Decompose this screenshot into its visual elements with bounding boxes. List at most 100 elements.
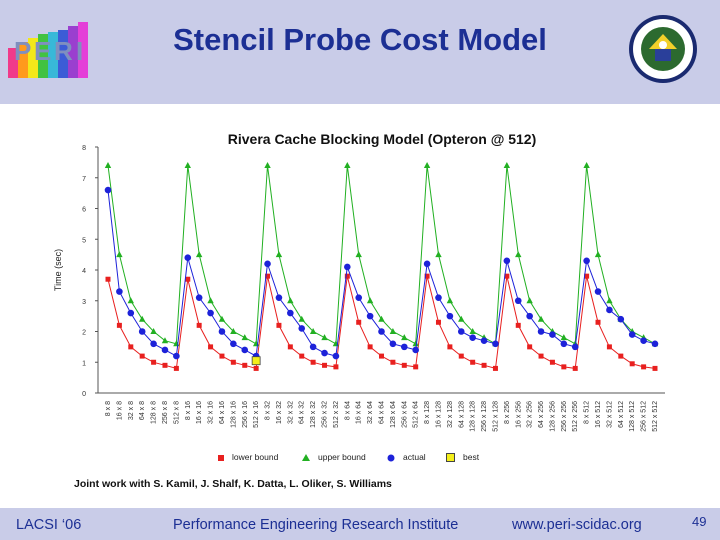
actual-point	[230, 340, 237, 348]
actual-point	[617, 315, 625, 323]
actual-point	[104, 186, 112, 194]
upper-bound-point	[161, 337, 169, 344]
actual-point	[628, 331, 636, 338]
x-tick-label: 8 x 512	[584, 401, 591, 424]
actual-point	[400, 343, 408, 351]
lower-bound-point	[128, 344, 134, 350]
x-tick-label: 512 x 64	[413, 401, 420, 428]
lower-bound-point	[549, 359, 555, 365]
x-tick-label: 32 x 128	[447, 401, 454, 428]
y-tick-label: 1	[82, 360, 86, 367]
x-tick-label: 256 x 32	[322, 401, 329, 428]
x-tick-label: 128 x 32	[310, 401, 317, 428]
actual-point	[594, 288, 602, 295]
x-tick-label: 64 x 32	[299, 401, 306, 424]
x-tick-label: 32 x 16	[208, 401, 215, 424]
lower-bound-point	[105, 276, 111, 282]
logo-bar	[8, 48, 18, 78]
logo-bar	[68, 26, 78, 78]
upper-bound-point	[583, 161, 590, 168]
lower-bound-point	[196, 322, 202, 328]
actual-point	[435, 294, 442, 301]
upper-bound-point	[184, 161, 191, 168]
upper-bound-point	[150, 328, 157, 334]
x-tick-label: 256 x 8	[162, 401, 169, 424]
actual-point	[503, 257, 511, 265]
legend-best-label: best	[463, 452, 480, 462]
upper-bound-point	[594, 251, 602, 258]
actual-point	[640, 337, 647, 345]
chart-title: Rivera Cache Blocking Model (Opteron @ 5…	[228, 131, 537, 147]
x-tick-label: 512 x 8	[173, 401, 180, 424]
upper-bound-point	[275, 251, 283, 258]
x-tick-label: 128 x 64	[390, 401, 397, 428]
slide-title: Stencil Probe Cost Model	[173, 22, 547, 57]
actual-point	[127, 309, 135, 317]
lower-bound-marker-icon	[218, 454, 224, 461]
actual-point	[218, 328, 226, 335]
lower-bound-point	[322, 362, 328, 368]
y-tick-label: 8	[82, 145, 86, 152]
lower-bound-point	[492, 365, 498, 371]
lower-bound-point	[185, 276, 191, 282]
lower-bound-point	[447, 344, 453, 350]
upper-bound-point	[138, 315, 146, 322]
lower-bound-point	[367, 344, 373, 350]
lower-bound-point	[379, 353, 384, 359]
actual-point	[378, 328, 385, 335]
x-tick-label: 32 x 512	[606, 401, 613, 428]
upper-bound-point	[127, 297, 134, 304]
upper-bound-point	[207, 297, 214, 304]
lower-bound-point	[356, 319, 362, 325]
logo-letter: R	[54, 36, 73, 66]
actual-point	[344, 263, 351, 271]
actual-point	[309, 343, 317, 351]
upper-bound-point	[537, 315, 545, 322]
lower-bound-point	[230, 359, 236, 365]
y-axis-label: Time (sec)	[53, 249, 63, 291]
footer-url[interactable]: www.peri-scidac.org	[512, 517, 642, 533]
x-tick-label: 256 x 16	[242, 401, 249, 428]
x-tick-label: 128 x 512	[629, 401, 636, 432]
upper-bound-point	[287, 297, 294, 304]
logo-letter: P	[14, 36, 32, 66]
lower-bound-point	[253, 365, 259, 371]
upper-bound-point	[560, 334, 568, 341]
lower-bound-point	[641, 364, 647, 370]
x-tick-label: 256 x 64	[401, 401, 408, 428]
actual-point	[241, 346, 249, 354]
actual-point	[571, 343, 579, 351]
lower-bound-point	[139, 353, 145, 359]
x-tick-label: 16 x 128	[435, 401, 442, 428]
lower-bound-point	[458, 353, 464, 359]
logo-bar	[78, 22, 88, 78]
y-tick-label: 7	[82, 176, 86, 183]
actual-point	[492, 340, 499, 348]
actual-point	[560, 340, 568, 348]
upper-bound-point	[515, 251, 522, 258]
actual-point	[332, 352, 340, 360]
actual-point	[116, 288, 123, 295]
page-number: 49	[692, 514, 707, 529]
upper-bound-point	[389, 328, 397, 334]
upper-bound-point	[116, 251, 123, 258]
lower-bound-point	[595, 319, 601, 325]
upper-bound-point	[526, 297, 533, 304]
y-tick-label: 5	[82, 237, 86, 244]
lower-bound-point	[390, 359, 396, 365]
y-tick-label: 2	[82, 330, 86, 337]
footer-left: LACSI ‘06	[16, 517, 82, 533]
actual-point	[184, 254, 192, 261]
upper-bound-point	[321, 334, 328, 341]
x-tick-label: 8 x 128	[424, 401, 431, 424]
upper-bound-point	[446, 297, 454, 304]
actual-point	[469, 334, 476, 341]
lower-bound-point	[527, 344, 533, 350]
lower-bound-point	[470, 359, 476, 365]
actual-point	[195, 294, 203, 301]
x-tick-label: 512 x 256	[572, 401, 579, 432]
upper-bound-point	[104, 161, 112, 168]
peri-logo: P E R I	[8, 22, 94, 78]
logo-bar	[28, 38, 38, 78]
lower-bound-point	[413, 364, 419, 370]
